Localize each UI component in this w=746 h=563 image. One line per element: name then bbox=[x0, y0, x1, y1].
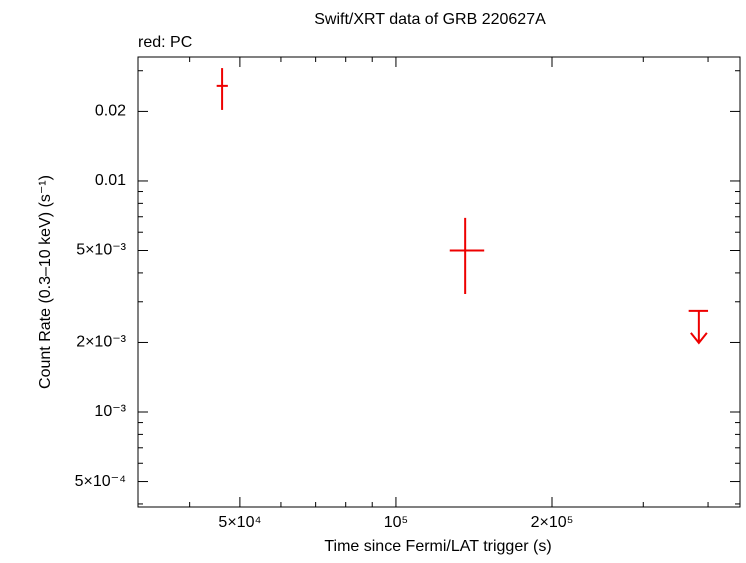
y-tick-label: 5×10⁻⁴ bbox=[75, 473, 126, 490]
subtitle: red: PC bbox=[138, 34, 192, 51]
y-tick-label: 0.01 bbox=[95, 172, 126, 189]
upper-limit-arrow bbox=[690, 310, 708, 345]
y-axis-title: Count Rate (0.3–10 keV) (s⁻¹) bbox=[37, 175, 54, 389]
x-tick-label: 2×10⁵ bbox=[531, 514, 574, 531]
x-tick-label: 5×10⁴ bbox=[218, 514, 261, 531]
x-tick-label: 10⁵ bbox=[384, 514, 408, 531]
plot-frame bbox=[137, 56, 741, 508]
x-axis-title: Time since Fermi/LAT trigger (s) bbox=[324, 538, 551, 555]
y-tick-label: 0.02 bbox=[95, 103, 126, 120]
y-tick-label: 10⁻³ bbox=[94, 403, 126, 420]
chart-title: Swift/XRT data of GRB 220627A bbox=[314, 11, 546, 28]
y-tick-label: 5×10⁻³ bbox=[76, 242, 126, 259]
y-tick-label: 2×10⁻³ bbox=[76, 334, 126, 351]
